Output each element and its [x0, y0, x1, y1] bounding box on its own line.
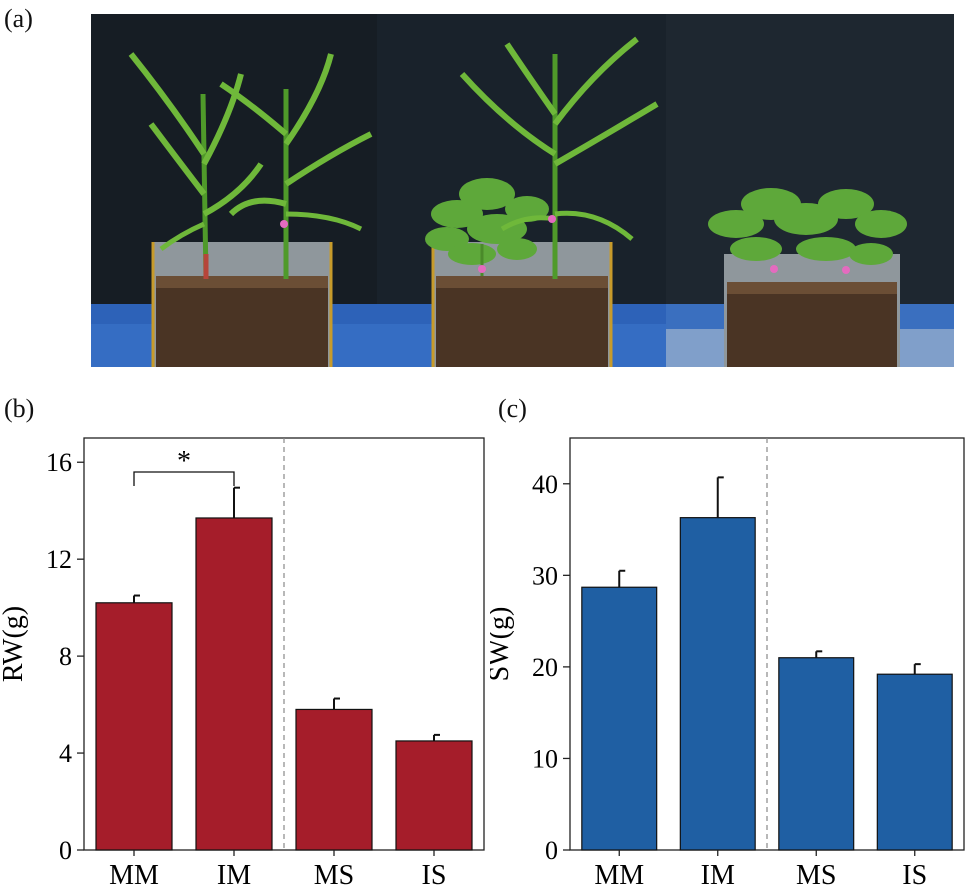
x-tick-label: IS	[902, 860, 927, 886]
bar-im	[679, 517, 756, 851]
soybean-monoculture-photo	[666, 14, 954, 367]
bar-mm	[95, 602, 173, 851]
intercrop-photo	[377, 14, 666, 367]
bar-ms	[778, 657, 855, 851]
y-tick-label: 4	[59, 739, 72, 768]
x-tick-label: IM	[701, 860, 735, 886]
bar-mm	[581, 586, 658, 851]
maize-monoculture-photo	[91, 14, 377, 367]
y-tick-label: 10	[532, 744, 558, 773]
bar-im	[195, 517, 273, 851]
y-axis-label: RW(g)	[0, 606, 29, 682]
y-tick-label: 30	[532, 561, 558, 590]
significance-bracket	[133, 471, 235, 486]
y-tick-label: 20	[532, 653, 558, 682]
chart-c-shoot-weight: 0 10 20 30 40 SW(g) MM IM MS IS	[490, 437, 965, 886]
y-tick-label: 16	[46, 448, 72, 477]
x-tick-label: IM	[217, 860, 251, 886]
x-tick-label: MS	[796, 860, 836, 886]
y-tick-label: 0	[59, 836, 72, 865]
bar-is	[876, 673, 953, 851]
y-axis-label: SW(g)	[490, 607, 515, 682]
panel-b-label: (b)	[4, 394, 35, 423]
x-tick-label: MM	[109, 860, 159, 886]
y-tick-label: 12	[46, 545, 72, 574]
significance-star: *	[177, 446, 191, 477]
y-tick-label: 8	[59, 642, 72, 671]
x-tick-label: IS	[422, 860, 447, 886]
bar-is	[395, 740, 473, 851]
panel-c-label: (c)	[498, 394, 527, 423]
y-tick-label: 0	[545, 836, 558, 865]
chart-b-root-weight: 0 4 8 12 16 RW(g) MM IM MS IS *	[0, 437, 485, 886]
y-tick-label: 40	[532, 470, 558, 499]
bar-ms	[295, 708, 373, 851]
x-tick-label: MM	[594, 860, 644, 886]
panel-a-label: (a)	[4, 4, 33, 33]
x-tick-label: MS	[314, 860, 354, 886]
